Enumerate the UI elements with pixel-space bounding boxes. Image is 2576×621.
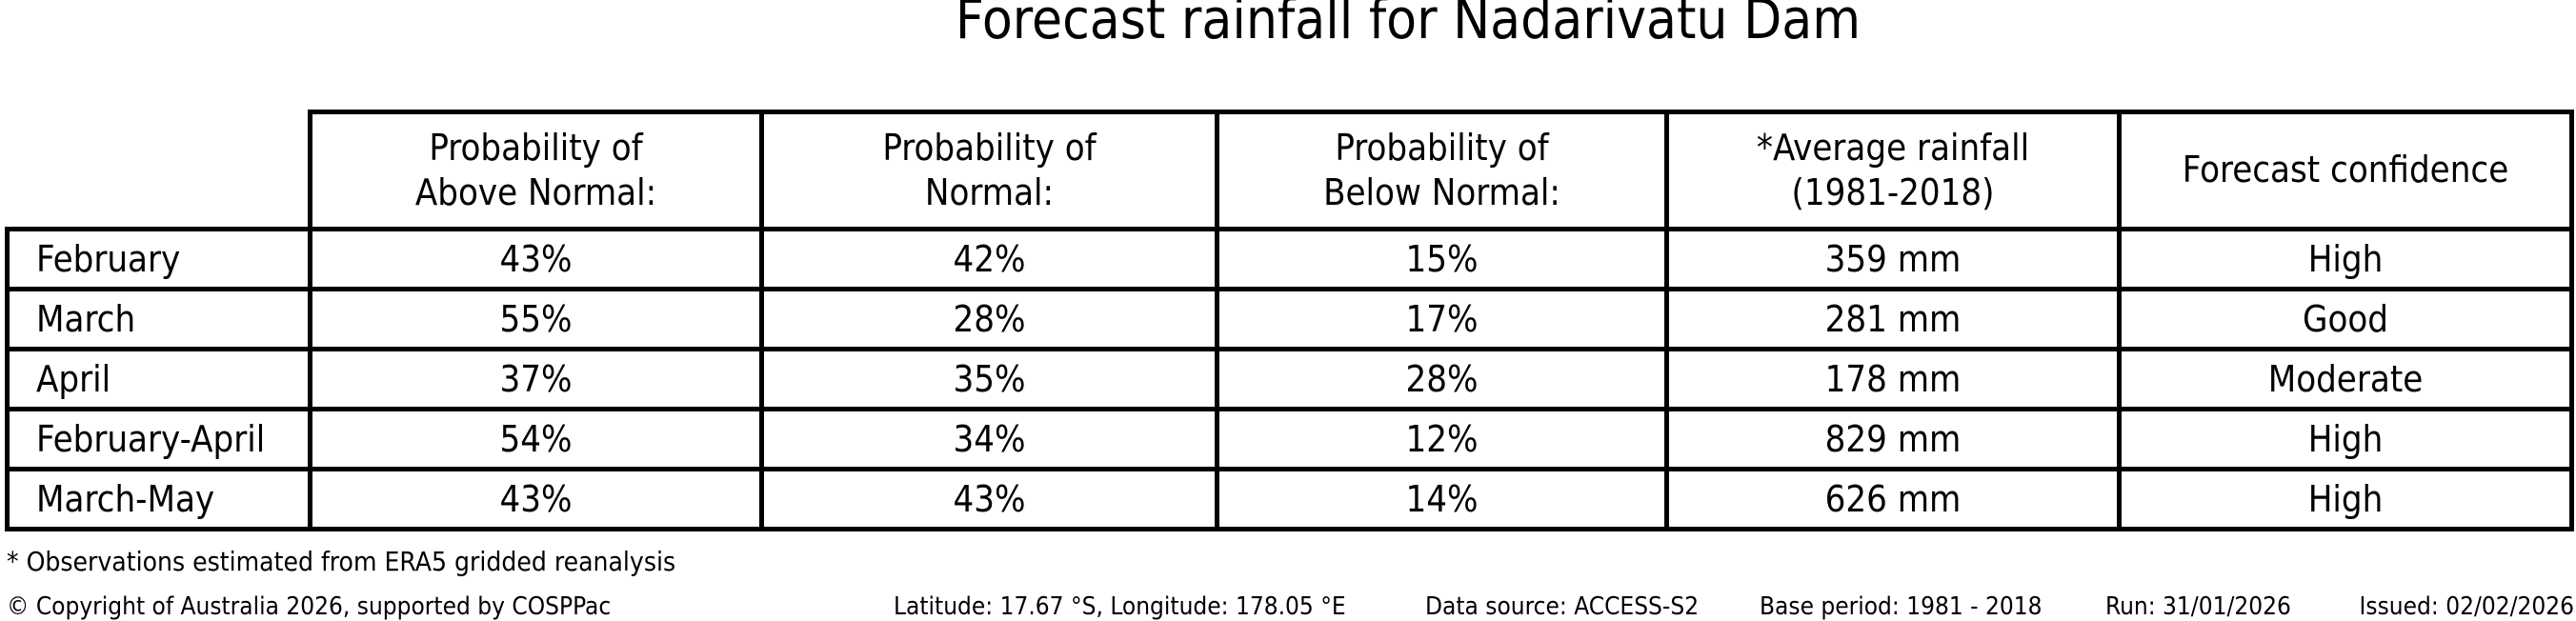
cell-below-normal: 14%: [1215, 467, 1669, 531]
cell-average-rainfall: 626 mm: [1664, 467, 2122, 531]
row-label: March: [5, 287, 312, 351]
table-row: February-April 54% 34% 12% 829 mm High: [5, 407, 2574, 471]
cell-above-normal: 55%: [308, 287, 764, 351]
cell-forecast-confidence: Good: [2117, 287, 2574, 351]
run-date-text: Run: 31/01/2026: [2105, 592, 2291, 621]
cell-forecast-confidence: High: [2117, 407, 2574, 471]
col-header-above-normal: Probability of Above Normal:: [308, 110, 764, 231]
observations-footnote: * Observations estimated from ERA5 gridd…: [7, 546, 676, 577]
cell-above-normal: 54%: [308, 407, 764, 471]
corner-cell: [8, 112, 311, 230]
row-label: April: [5, 347, 312, 411]
cell-below-normal: 28%: [1215, 347, 1669, 411]
cell-normal: 34%: [759, 407, 1219, 471]
row-label: February: [5, 227, 312, 291]
cell-below-normal: 12%: [1215, 407, 1669, 471]
issued-date-text: Issued: 02/02/2026: [2359, 592, 2574, 621]
cell-normal: 43%: [759, 467, 1219, 531]
table-header-row: Probability of Above Normal: Probability…: [8, 110, 2574, 231]
forecast-table: Probability of Above Normal: Probability…: [5, 110, 2574, 531]
table-row: March 55% 28% 17% 281 mm Good: [5, 287, 2574, 351]
table-row: February 43% 42% 15% 359 mm High: [5, 227, 2574, 291]
cell-average-rainfall: 829 mm: [1664, 407, 2122, 471]
row-label: February-April: [5, 407, 312, 471]
table-row: March-May 43% 43% 14% 626 mm High: [5, 467, 2574, 531]
cell-forecast-confidence: High: [2117, 467, 2574, 531]
cell-forecast-confidence: Moderate: [2117, 347, 2574, 411]
col-header-forecast-confidence: Forecast confidence: [2117, 110, 2574, 231]
col-header-normal: Probability of Normal:: [759, 110, 1219, 231]
row-label: March-May: [5, 467, 312, 531]
cell-average-rainfall: 178 mm: [1664, 347, 2122, 411]
cell-average-rainfall: 281 mm: [1664, 287, 2122, 351]
cell-normal: 42%: [759, 227, 1219, 291]
copyright-text: © Copyright of Australia 2026, supported…: [7, 592, 612, 621]
data-source-text: Data source: ACCESS-S2: [1425, 592, 1700, 621]
base-period-text: Base period: 1981 - 2018: [1760, 592, 2043, 621]
location-text: Latitude: 17.67 °S, Longitude: 178.05 °E: [894, 592, 1346, 621]
cell-below-normal: 17%: [1215, 287, 1669, 351]
cell-above-normal: 43%: [308, 467, 764, 531]
page-title: Forecast rainfall for Nadarivatu Dam: [955, 0, 1862, 51]
cell-forecast-confidence: High: [2117, 227, 2574, 291]
cell-above-normal: 37%: [308, 347, 764, 411]
cell-below-normal: 15%: [1215, 227, 1669, 291]
col-header-below-normal: Probability of Below Normal:: [1215, 110, 1669, 231]
cell-normal: 28%: [759, 287, 1219, 351]
table-row: April 37% 35% 28% 178 mm Moderate: [5, 347, 2574, 411]
cell-above-normal: 43%: [308, 227, 764, 291]
cell-normal: 35%: [759, 347, 1219, 411]
col-header-average-rainfall: *Average rainfall (1981-2018): [1664, 110, 2122, 231]
cell-average-rainfall: 359 mm: [1664, 227, 2122, 291]
